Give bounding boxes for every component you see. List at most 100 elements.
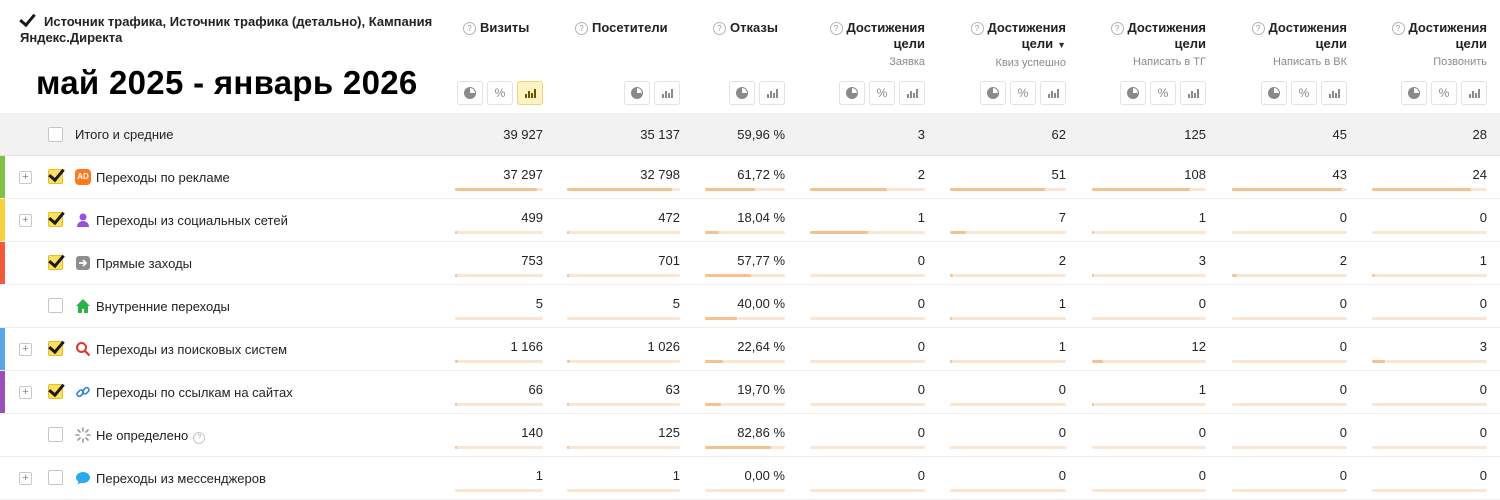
pie-chart-view-button[interactable]	[1401, 81, 1427, 105]
table-row[interactable]: + Переходы из поисковых систем 1 166 1 026 2…	[0, 328, 1500, 371]
metric-share-fill	[455, 188, 537, 191]
row-label[interactable]: Переходы из поисковых систем	[96, 342, 288, 357]
column-header[interactable]: ? Достижения цели Написать в ТГ	[1086, 20, 1206, 69]
metric-value: 0	[1479, 425, 1487, 440]
pie-chart-view-button[interactable]	[980, 81, 1006, 105]
percent-view-button[interactable]: %	[1291, 81, 1317, 105]
direct-icon	[75, 255, 91, 271]
metric-share-fill	[950, 274, 953, 277]
table-row[interactable]: + Переходы из социальных сетей 499 472 18,04…	[0, 199, 1500, 242]
percent-view-button[interactable]: %	[1010, 81, 1036, 105]
row-checkbox[interactable]	[48, 341, 63, 356]
row-label[interactable]: Переходы из социальных сетей	[96, 213, 288, 228]
help-icon[interactable]: ?	[575, 22, 588, 35]
row-label[interactable]: Переходы по рекламе	[96, 170, 230, 185]
column-header[interactable]: ? Посетители	[575, 20, 688, 36]
table-row[interactable]: Прямые заходы 753 701 57,77 % 0 2 3 2 1	[0, 242, 1500, 285]
pie-chart-view-button[interactable]	[457, 81, 483, 105]
help-icon[interactable]: ?	[463, 22, 476, 35]
column-title: Достижения цели	[987, 20, 1066, 51]
table-row[interactable]: + AD Переходы по рекламе 37 297 32 798 61,72 …	[0, 156, 1500, 199]
column-header[interactable]: ? Достижения цели Позвонить	[1367, 20, 1487, 69]
metric-value: 0,00 %	[744, 468, 785, 483]
row-checkbox[interactable]	[48, 255, 63, 270]
bar-chart-view-button[interactable]	[759, 81, 785, 105]
metric-value: 2	[1058, 253, 1066, 268]
bar-chart-view-button[interactable]	[1321, 81, 1347, 105]
row-label[interactable]: Не определено?	[96, 428, 206, 444]
bar-chart-view-button[interactable]	[1461, 81, 1487, 105]
help-icon[interactable]: ?	[970, 22, 984, 35]
percent-view-button[interactable]: %	[869, 81, 895, 105]
pie-chart-view-button[interactable]	[624, 81, 650, 105]
totals-checkbox[interactable]	[48, 127, 63, 142]
goal-name: Позвонить	[1433, 56, 1487, 68]
metric-value: 472	[658, 210, 680, 225]
table-row[interactable]: + Переходы из мессенджеров 1 1 0,00 % 0 0 0 0 0	[0, 457, 1500, 500]
percent-view-button[interactable]: %	[1431, 81, 1457, 105]
table-row[interactable]: Внутренние переходы 5 5 40,00 % 0 1 0 0 0	[0, 285, 1500, 328]
search-icon	[75, 341, 91, 357]
dimension-header-checkbox[interactable]	[20, 15, 35, 30]
metric-value: 0	[1339, 296, 1347, 311]
column-header[interactable]: ? Достижения цели Написать в ВК	[1227, 20, 1347, 69]
row-label[interactable]: Прямые заходы	[96, 256, 193, 271]
column-header[interactable]: ? Достижения цели ▼ Квиз успешно	[946, 20, 1066, 70]
percent-icon: %	[1438, 86, 1450, 100]
row-checkbox[interactable]	[48, 169, 63, 184]
metric-share-fill	[567, 188, 672, 191]
metric-share-bar	[1372, 489, 1487, 492]
social-icon	[75, 212, 91, 228]
totals-value: 62	[1051, 127, 1066, 142]
expand-row-icon[interactable]: +	[19, 171, 32, 184]
help-icon[interactable]: ?	[1251, 22, 1265, 35]
bar-chart-view-button[interactable]	[654, 81, 680, 105]
row-checkbox[interactable]	[48, 384, 63, 399]
bar-chart-view-button[interactable]	[517, 81, 543, 105]
row-checkbox[interactable]	[48, 298, 63, 313]
metric-value: 66	[528, 382, 543, 397]
column-header[interactable]: ? Визиты	[463, 20, 551, 36]
row-label[interactable]: Внутренние переходы	[96, 299, 230, 314]
column-title: Достижения цели	[1127, 20, 1206, 51]
expand-row-icon[interactable]: +	[19, 343, 32, 356]
help-icon[interactable]: ?	[829, 22, 843, 35]
expand-row-icon[interactable]: +	[19, 386, 32, 399]
pie-chart-view-button[interactable]	[1261, 81, 1287, 105]
metric-share-fill	[1372, 188, 1471, 191]
percent-view-button[interactable]: %	[487, 81, 513, 105]
pie-chart-view-button[interactable]	[1120, 81, 1146, 105]
row-checkbox[interactable]	[48, 212, 63, 227]
help-icon[interactable]: ?	[1110, 22, 1124, 35]
table-row[interactable]: Не определено? 140 125 82,86 % 0 0 0 0 0	[0, 414, 1500, 457]
bar-chart-view-button[interactable]	[1040, 81, 1066, 105]
metric-share-fill	[705, 403, 721, 406]
metric-value: 24	[1472, 167, 1487, 182]
column-header[interactable]: ? Достижения цели Заявка	[805, 20, 925, 69]
bar-chart-view-button[interactable]	[1180, 81, 1206, 105]
sort-desc-icon[interactable]: ▼	[1057, 40, 1066, 50]
row-label[interactable]: Переходы из мессенджеров	[96, 471, 266, 486]
table-row[interactable]: + Переходы по ссылкам на сайтах 66 63 19,70 …	[0, 371, 1500, 414]
pie-chart-view-button[interactable]	[839, 81, 865, 105]
metric-share-bar	[455, 360, 543, 363]
bar-chart-view-button[interactable]	[899, 81, 925, 105]
metric-value: 37 297	[503, 167, 543, 182]
pie-chart-view-button[interactable]	[729, 81, 755, 105]
metric-value: 0	[917, 296, 925, 311]
row-checkbox[interactable]	[48, 470, 63, 485]
percent-view-button[interactable]: %	[1150, 81, 1176, 105]
help-icon[interactable]: ?	[713, 22, 726, 35]
help-icon[interactable]: ?	[1391, 22, 1405, 35]
row-label[interactable]: Переходы по ссылкам на сайтах	[96, 385, 293, 400]
column-title: Достижения цели	[1408, 20, 1487, 51]
row-checkbox[interactable]	[48, 427, 63, 442]
dimension-header[interactable]: Источник трафика, Источник трафика (дета…	[20, 14, 440, 46]
metric-value: 0	[917, 468, 925, 483]
expand-row-icon[interactable]: +	[19, 214, 32, 227]
metric-share-bar	[1372, 188, 1487, 191]
column-header[interactable]: ? Отказы	[713, 20, 793, 36]
expand-row-icon[interactable]: +	[19, 472, 32, 485]
metric-share-bar	[810, 231, 925, 234]
help-icon[interactable]: ?	[193, 432, 206, 444]
